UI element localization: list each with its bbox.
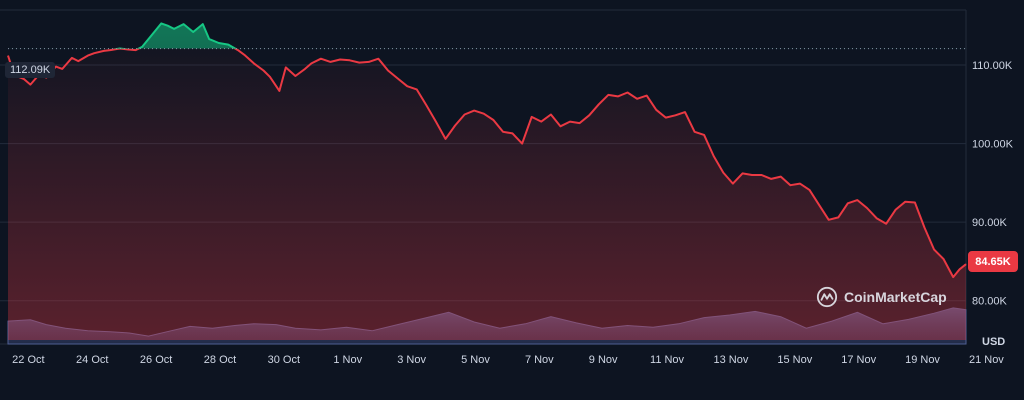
area-layer [8,23,966,340]
brand-name: CoinMarketCap [844,289,947,305]
price-line-below [7,48,967,279]
x-tick-label: 13 Nov [713,354,748,366]
x-tick-label: 15 Nov [777,354,812,366]
x-tick-label: 26 Oct [140,354,172,366]
x-tick-label: 1 Nov [333,354,362,366]
x-tick-label: 21 Nov [969,354,1004,366]
y-tick-label: 90.00K [972,217,1008,229]
x-tick-label: 24 Oct [76,354,108,366]
x-tick-label: 9 Nov [589,354,618,366]
x-tick-label: 22 Oct [12,354,44,366]
current-price-badge: 84.65K [968,251,1018,272]
y-tick-label: 100.00K [972,139,1014,151]
reference-price-label: 112.09K [5,62,56,78]
x-tick-label: 3 Nov [397,354,426,366]
x-tick-label: 11 Nov [650,354,685,366]
price-area-below [8,48,966,340]
x-tick-label: 17 Nov [841,354,876,366]
x-tick-label: 30 Oct [268,354,300,366]
y-tick-label: 80.00K [972,296,1008,308]
x-tick-label: 5 Nov [461,354,490,366]
price-area-above [119,23,236,49]
coinmarketcap-logo-icon [816,286,838,308]
y-axis: 80.00K 90.00K 100.00K 110.00K [972,60,1014,308]
x-tick-label: 7 Nov [525,354,554,366]
x-tick-label: 28 Oct [204,354,236,366]
line-layer [7,22,967,279]
x-tick-label: 19 Nov [905,354,940,366]
x-axis: 22 Oct 24 Oct 26 Oct 28 Oct 30 Oct 1 Nov 3 Nov… [12,354,1004,366]
coinmarketcap-watermark: CoinMarketCap [816,286,947,308]
currency-label: USD [982,336,1006,348]
y-tick-label: 110.00K [972,60,1013,72]
price-line-above [113,22,238,49]
